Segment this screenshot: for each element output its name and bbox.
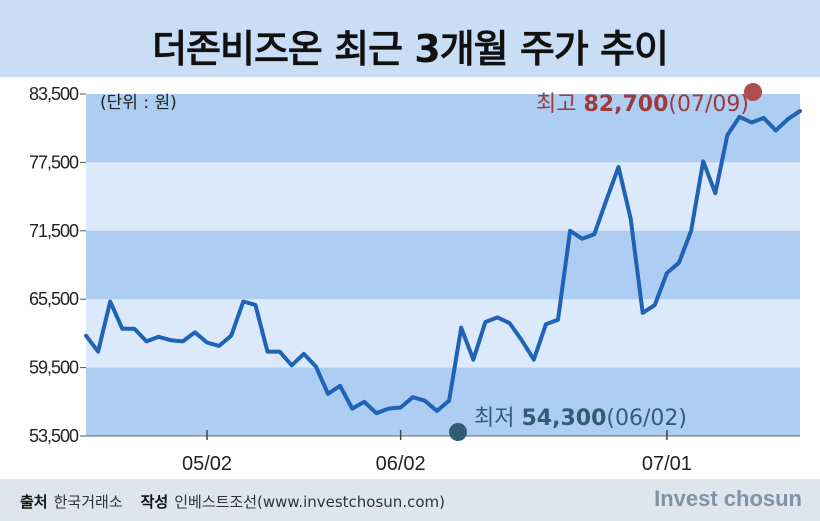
- x-tick-label: 06/02: [376, 453, 426, 475]
- low-date: (06/02): [606, 406, 687, 431]
- high-value: 82,700: [583, 92, 669, 117]
- grid-band: [86, 230, 800, 300]
- footer-band: [0, 479, 820, 521]
- x-tick-label: 05/02: [182, 453, 232, 475]
- grid-band: [86, 94, 800, 163]
- chart-title: 더존비즈온 최근 3개월 주가 추이: [152, 27, 669, 71]
- high-date: (07/09): [668, 92, 749, 117]
- high-marker: [744, 83, 762, 101]
- high-annotation: 최고 82,700(07/09): [536, 86, 749, 118]
- brand-logo: Invest chosun: [654, 486, 802, 511]
- high-label: 최고: [536, 92, 577, 117]
- author-label: 작성: [140, 493, 169, 511]
- y-tick-label: 83,500: [29, 84, 79, 104]
- y-tick-label: 77,500: [29, 152, 79, 172]
- low-value: 54,300: [521, 406, 607, 431]
- y-tick-label: 71,500: [29, 221, 79, 241]
- footer-source: 출처 한국거래소 작성 인베스트조선(www.investchosun.com): [20, 491, 445, 512]
- y-axis-area: [0, 77, 86, 479]
- unit-label: (단위 : 원): [100, 93, 177, 113]
- y-tick-label: 59,500: [29, 358, 79, 378]
- series-line: [84, 109, 802, 416]
- source-value: 한국거래소: [53, 493, 123, 511]
- low-annotation: 최저 54,300(06/02): [474, 400, 687, 432]
- grid-band: [86, 367, 800, 436]
- x-tick-label: 07/01: [642, 453, 692, 475]
- y-tick-label: 65,500: [29, 289, 79, 309]
- y-tick-label: 53,500: [29, 426, 79, 446]
- low-marker: [449, 423, 467, 441]
- title-band: [0, 0, 820, 77]
- source-label: 출처: [20, 493, 48, 511]
- low-label: 최저: [474, 406, 515, 431]
- author-value: 인베스트조선(www.investchosun.com): [174, 493, 445, 511]
